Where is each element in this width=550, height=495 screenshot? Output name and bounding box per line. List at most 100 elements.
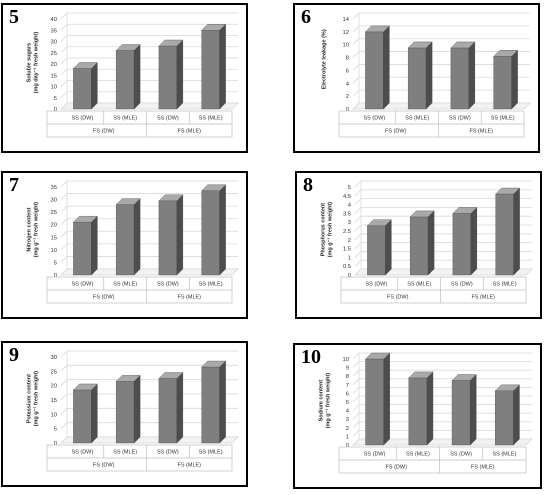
y-tick-label: 10	[343, 43, 349, 49]
chart-panel-8: 8 Phosphorus content (mg g⁻¹ fresh weight…	[295, 171, 542, 319]
y-tick-label: 2	[348, 238, 351, 244]
gridline-side	[60, 243, 68, 251]
bar-front	[367, 225, 386, 276]
y-tick-label: 30	[51, 198, 57, 204]
gridline-side	[354, 242, 362, 249]
x-category-label: SS (DW)	[72, 282, 94, 288]
bar-top	[494, 384, 520, 392]
bar-front	[201, 190, 220, 276]
bar-front	[73, 389, 92, 444]
y-tick-label: 0	[54, 273, 57, 279]
y-tick-label: 6	[346, 68, 349, 74]
gridline-side	[354, 224, 362, 232]
gridline-side	[354, 198, 362, 205]
gridline-side	[354, 207, 362, 214]
bar	[72, 383, 98, 444]
bar-front	[115, 381, 135, 444]
bar-side	[91, 215, 98, 276]
bar-top	[158, 194, 184, 202]
gridline-side	[352, 89, 360, 97]
y-tick-label: 1.5	[343, 247, 351, 253]
bar-chart: 0 5 10 15 20 25 30 SS (DW) SS (MLE) SS (DW) SS (ML…	[46, 350, 239, 472]
bar-chart: 0 0.5 1 1.5 2 2.5 3 3.5 4 4.5 5 SS (DW) SS (MLE) SS (…	[340, 180, 533, 304]
bar-side	[91, 383, 98, 444]
bar-chart: 0 5 10 15 20 25 30 35 40 SS (DW) SS (MLE) SS (DW) SS…	[46, 12, 239, 138]
gridline-side	[354, 215, 362, 223]
bar-side	[425, 41, 433, 110]
bar-side	[470, 206, 478, 276]
gridline-side	[352, 25, 360, 33]
bar-top	[495, 187, 521, 195]
y-tick-label: 6	[346, 391, 349, 397]
bar-top	[72, 216, 98, 223]
bar-top	[115, 198, 141, 205]
bar-side	[219, 184, 226, 276]
x-category-label: SS (MLE)	[199, 450, 223, 456]
bar	[115, 44, 141, 110]
bar	[158, 194, 184, 276]
gridline-side	[60, 365, 68, 372]
x-group-label: FS (MLE)	[177, 129, 201, 135]
bar	[494, 384, 520, 446]
bar	[201, 23, 227, 110]
bar-side	[133, 374, 141, 444]
x-category-label: SS (MLE)	[491, 116, 515, 122]
bar-top	[201, 24, 227, 31]
gridline-side	[354, 251, 362, 258]
bar-top	[407, 41, 433, 49]
x-category-label: SS (MLE)	[493, 282, 517, 288]
y-tick-label: 5	[346, 400, 349, 406]
y-tick-label: 3.5	[343, 211, 351, 217]
x-category-label: SS (DW)	[449, 116, 471, 122]
gridline-side	[60, 180, 68, 188]
bar-front	[201, 366, 220, 444]
x-group-label: FS (MLE)	[177, 463, 201, 469]
gridline-side	[60, 57, 68, 65]
gridline-side	[352, 361, 360, 368]
bar	[72, 62, 98, 110]
gridline-side	[352, 352, 360, 360]
y-tick-label: 4	[346, 81, 350, 87]
bar-chart: 0 5 10 15 20 25 30 35 SS (DW) SS (MLE) SS (DW) SS (…	[46, 180, 239, 304]
y-tick-label: 9	[346, 366, 349, 372]
bar-front	[495, 390, 514, 446]
y-tick-label: 5	[54, 260, 57, 266]
y-tick-label: 4.5	[343, 194, 351, 200]
x-group-label: FS (DW)	[385, 129, 407, 135]
y-tick-label: 4	[346, 409, 350, 415]
bar-front	[201, 30, 220, 110]
panel-number: 10	[301, 346, 321, 368]
bar-top	[365, 352, 391, 360]
y-tick-label: 30	[51, 355, 57, 361]
bar	[451, 374, 477, 446]
bar-top	[493, 50, 519, 57]
bar-side	[176, 372, 184, 444]
y-tick-label: 10	[51, 412, 57, 418]
gridline-side	[352, 412, 360, 420]
y-tick-label: 0	[346, 107, 349, 113]
y-tick-label: 0	[346, 443, 349, 449]
bar-front	[365, 358, 384, 446]
bar-side	[426, 371, 434, 446]
gridline-side	[60, 422, 68, 429]
y-tick-label: 0.5	[343, 264, 351, 270]
bar	[364, 25, 390, 110]
gridline-side	[352, 421, 360, 429]
bar-side	[176, 39, 184, 110]
bar-side	[470, 374, 477, 446]
x-group-label: FS (DW)	[93, 295, 115, 301]
y-tick-label: 5	[54, 96, 57, 102]
chart-panel-6: 6 Electrolyte leakage (%) 0 2 4 6 8 10 12 14 SS (…	[293, 3, 540, 153]
y-tick-label: 8	[346, 56, 349, 62]
gridline-side	[60, 12, 68, 20]
bar-side	[511, 49, 518, 110]
bar-side	[427, 210, 435, 276]
y-tick-label: 2.5	[343, 229, 351, 235]
bar-front	[365, 31, 384, 110]
x-group-label: FS (MLE)	[471, 295, 495, 301]
gridline-side	[352, 51, 360, 58]
y-tick-label: 5	[54, 427, 57, 433]
bar-top	[201, 360, 227, 368]
bar-side	[219, 360, 226, 444]
bar-chart: 0 1 2 3 4 5 6 7 8 9 10 SS (DW) SS (MLE) SS (DW) SS (ML…	[338, 352, 533, 474]
